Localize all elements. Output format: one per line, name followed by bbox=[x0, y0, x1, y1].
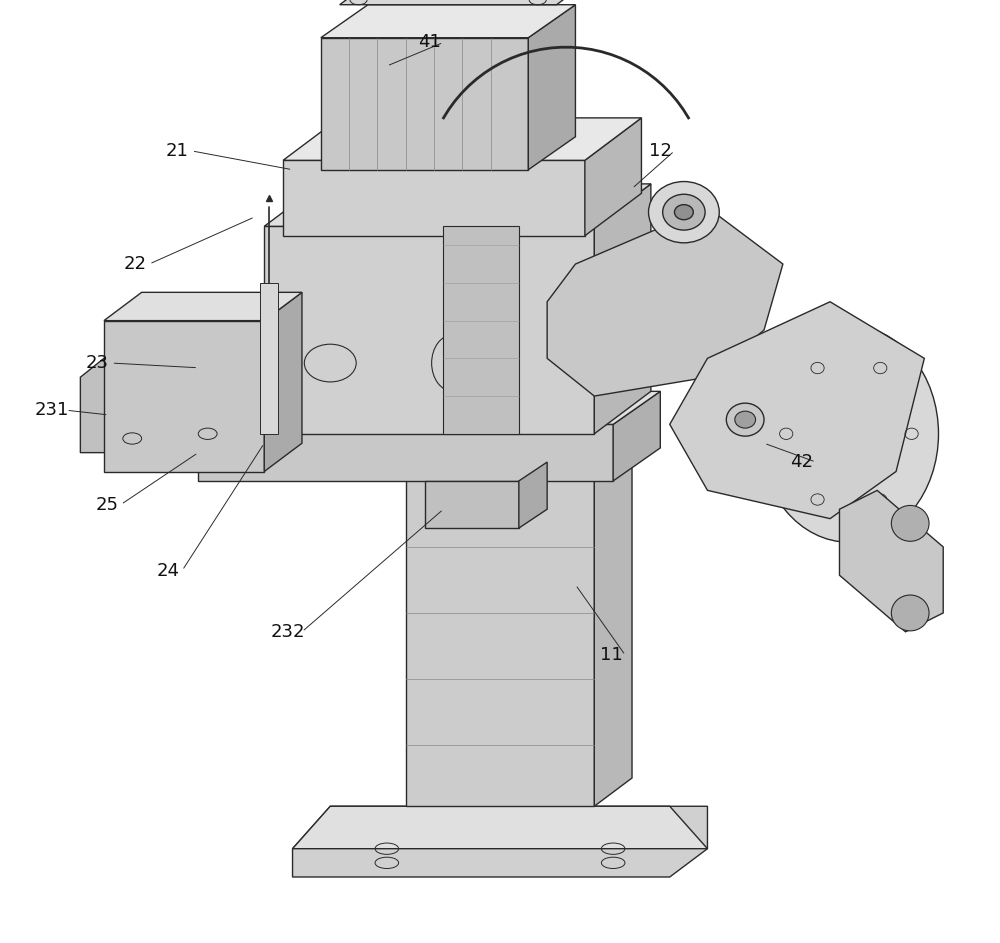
Polygon shape bbox=[260, 283, 278, 434]
Text: 25: 25 bbox=[95, 495, 118, 514]
Text: 23: 23 bbox=[86, 354, 109, 372]
Polygon shape bbox=[293, 806, 707, 849]
Polygon shape bbox=[528, 5, 575, 170]
Polygon shape bbox=[80, 358, 142, 453]
Text: 232: 232 bbox=[271, 622, 305, 641]
Polygon shape bbox=[198, 424, 613, 481]
Ellipse shape bbox=[649, 181, 719, 243]
Text: 22: 22 bbox=[124, 255, 147, 273]
Polygon shape bbox=[340, 0, 575, 5]
Polygon shape bbox=[104, 321, 264, 472]
Polygon shape bbox=[293, 806, 707, 877]
Ellipse shape bbox=[735, 411, 756, 428]
Polygon shape bbox=[443, 226, 519, 434]
Polygon shape bbox=[104, 292, 302, 321]
Polygon shape bbox=[406, 424, 632, 453]
Polygon shape bbox=[264, 226, 594, 434]
Polygon shape bbox=[425, 481, 519, 528]
Polygon shape bbox=[321, 38, 528, 170]
Polygon shape bbox=[264, 184, 651, 226]
Polygon shape bbox=[547, 207, 783, 396]
Polygon shape bbox=[321, 5, 575, 38]
Text: 11: 11 bbox=[600, 646, 623, 665]
Polygon shape bbox=[283, 118, 641, 160]
Polygon shape bbox=[519, 462, 547, 528]
Polygon shape bbox=[264, 292, 302, 472]
Polygon shape bbox=[406, 453, 594, 806]
Text: 12: 12 bbox=[649, 141, 672, 160]
Polygon shape bbox=[585, 118, 641, 236]
Text: 42: 42 bbox=[790, 453, 813, 472]
Polygon shape bbox=[670, 302, 924, 519]
Text: 231: 231 bbox=[35, 401, 69, 420]
Text: 41: 41 bbox=[418, 33, 441, 52]
Ellipse shape bbox=[663, 194, 705, 230]
Polygon shape bbox=[594, 424, 632, 806]
Text: 24: 24 bbox=[157, 561, 180, 580]
Polygon shape bbox=[283, 160, 585, 236]
Polygon shape bbox=[613, 391, 660, 481]
Polygon shape bbox=[594, 184, 651, 434]
Ellipse shape bbox=[891, 505, 929, 541]
Polygon shape bbox=[198, 391, 660, 424]
Text: 21: 21 bbox=[166, 141, 189, 160]
Ellipse shape bbox=[726, 403, 764, 436]
Ellipse shape bbox=[891, 595, 929, 631]
Ellipse shape bbox=[674, 205, 693, 220]
Polygon shape bbox=[839, 490, 943, 632]
Ellipse shape bbox=[759, 325, 938, 542]
